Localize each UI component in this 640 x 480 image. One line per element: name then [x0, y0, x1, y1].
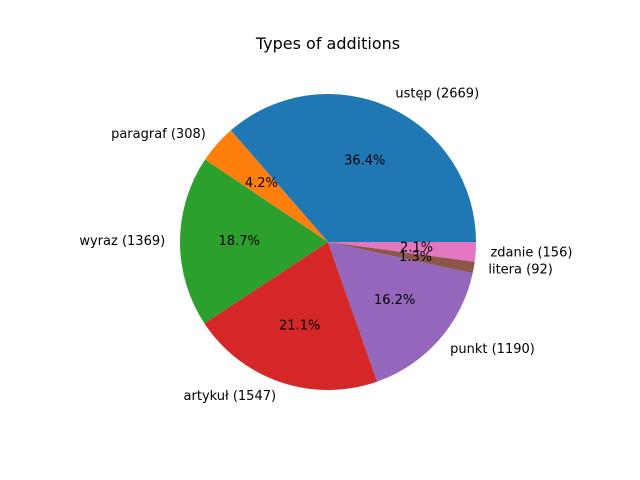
pie-slices [180, 93, 476, 390]
chart-title: Types of additions [255, 34, 400, 53]
slice-percent-6: 2.1% [400, 240, 433, 255]
slice-percent-3: 21.1% [279, 319, 320, 334]
slice-percent-5: 1.3% [399, 250, 432, 265]
slice-label-2: wyraz (1369) [79, 234, 165, 249]
slice-label-5: litera (92) [488, 263, 552, 278]
slice-percent-1: 4.2% [245, 176, 278, 191]
slice-label-1: paragraf (308) [111, 127, 206, 142]
slice-label-6: zdanie (156) [490, 245, 572, 260]
slice-label-0: ustęp (2669) [395, 86, 479, 101]
pie-slice-5 [328, 242, 475, 274]
pie-slice-1 [205, 130, 328, 242]
slice-percent-2: 18.7% [219, 234, 260, 249]
slice-percent-4: 16.2% [374, 293, 415, 308]
pie-slice-2 [180, 159, 328, 324]
pie-slice-3 [204, 242, 378, 390]
pie-slice-6 [328, 242, 476, 262]
pie-labels: ustęp (2669) 36.4% paragraf (308) 4.2% wyraz… [79, 86, 572, 403]
pie-slice-4 [328, 242, 473, 382]
pie-slice-0 [230, 93, 476, 242]
slice-label-4: punkt (1190) [450, 342, 535, 357]
slice-label-3: artykuł (1547) [184, 389, 277, 404]
slice-percent-0: 36.4% [344, 154, 385, 169]
